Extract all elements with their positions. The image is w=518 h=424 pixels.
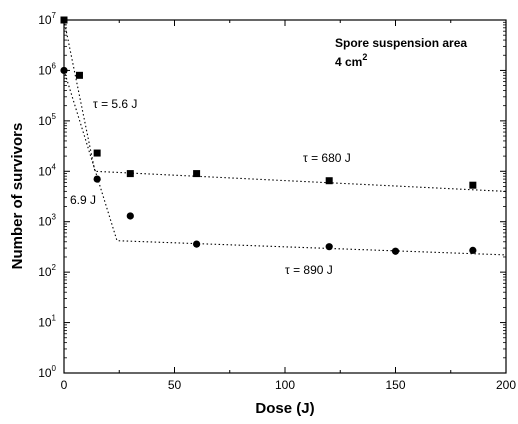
annotation-tau-slow-square: τ = 680 J	[303, 151, 351, 165]
x-tick-label: 0	[61, 378, 68, 392]
x-tick-label: 200	[496, 378, 516, 392]
x-tick-label: 50	[168, 378, 182, 392]
annotation-area-value: 4 cm	[335, 55, 362, 69]
y-tick-label: 105	[38, 112, 56, 128]
x-axis-title: Dose (J)	[255, 400, 314, 417]
y-tick-label: 106	[38, 61, 56, 77]
circle-marker	[126, 212, 134, 220]
y-tick-label: 103	[38, 213, 56, 229]
square-marker	[75, 71, 83, 79]
square-marker	[60, 16, 68, 24]
square-marker	[193, 170, 201, 178]
y-tick-label: 101	[38, 314, 56, 330]
x-tick-label: 100	[275, 378, 295, 392]
fit-line-1	[63, 19, 507, 192]
annotation-tau-slow-circle: τ = 890 J	[285, 263, 333, 277]
annotation-area-superscript: 2	[362, 52, 367, 62]
square-marker	[325, 177, 333, 185]
annotation-area-line1: Spore suspension area	[335, 36, 467, 50]
circle-marker	[193, 240, 201, 248]
circle-marker	[93, 175, 101, 183]
annotation-tau-fast-square: τ = 5.6 J	[93, 97, 137, 111]
y-tick-label: 107	[38, 11, 56, 27]
y-tick-label: 102	[38, 263, 56, 279]
square-marker	[126, 170, 134, 178]
annotation-tau-fast-circle: 6.9 J	[70, 193, 96, 207]
circle-marker	[391, 247, 400, 255]
annotation-area-line2: 4 cm2	[335, 52, 367, 69]
circle-marker	[60, 66, 68, 75]
square-marker	[93, 149, 101, 157]
x-tick-label: 150	[385, 378, 405, 392]
circle-marker	[469, 246, 477, 254]
y-tick-label: 104	[38, 162, 56, 178]
plot-frame	[63, 19, 507, 374]
square-marker	[469, 181, 477, 189]
y-axis-title: Number of survivors	[9, 123, 26, 270]
circle-marker	[325, 243, 333, 251]
y-tick-label: 100	[38, 364, 56, 380]
